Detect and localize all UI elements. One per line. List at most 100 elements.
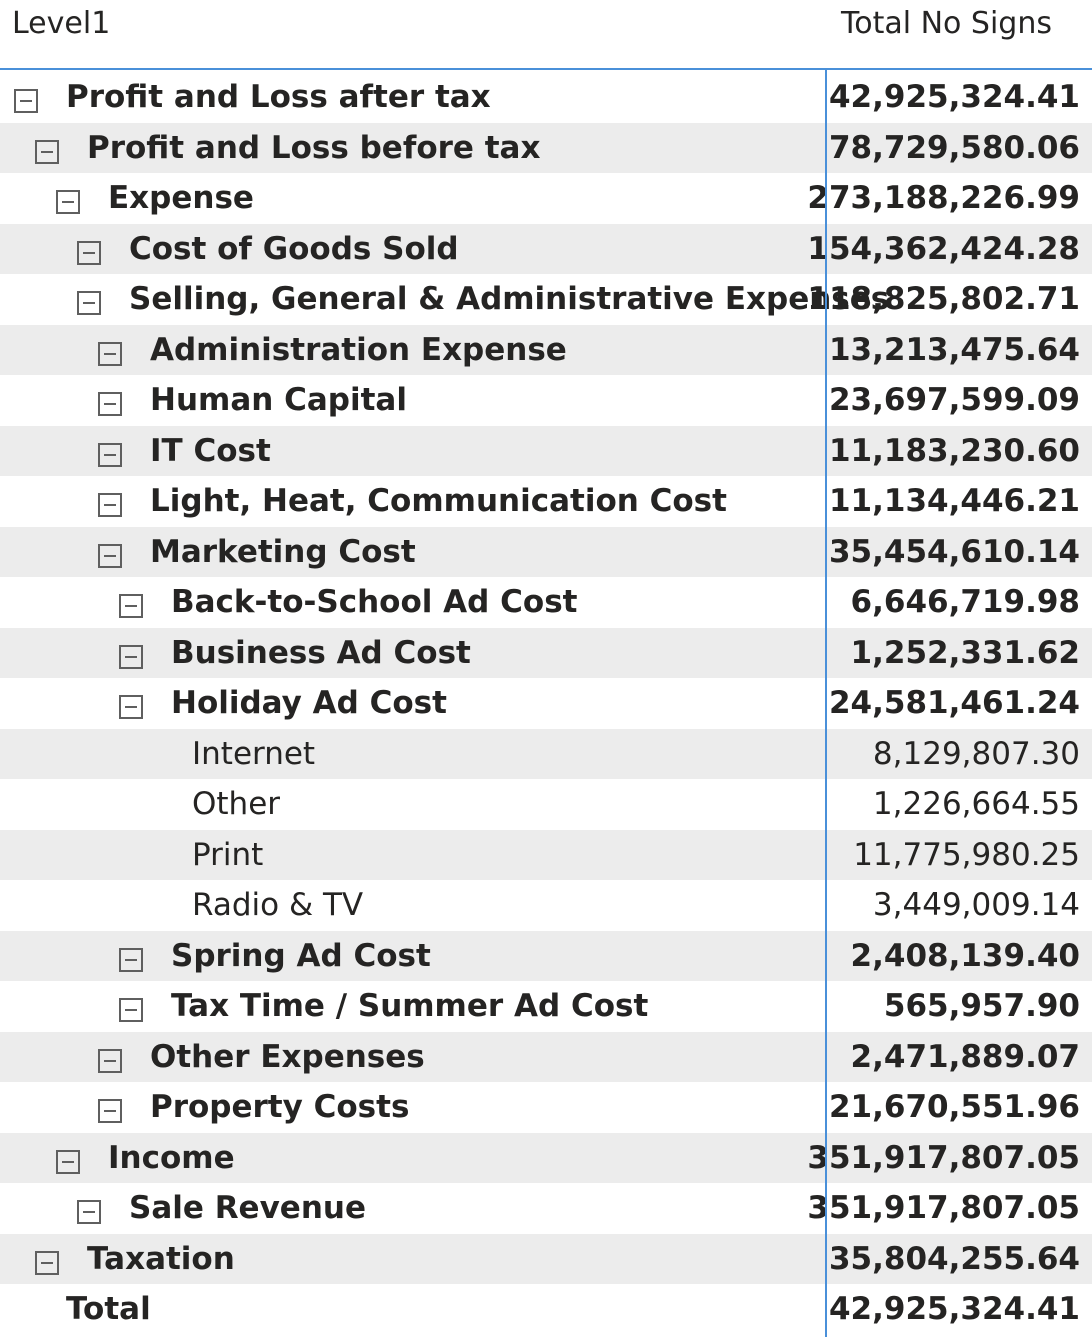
collapse-minus-icon[interactable] <box>35 1250 59 1275</box>
collapse-minus-icon[interactable] <box>98 341 122 366</box>
collapse-minus-icon[interactable] <box>119 644 143 669</box>
row-value: 11,134,446.21 <box>828 483 1080 519</box>
row-value: 1,226,664.55 <box>872 786 1080 822</box>
collapse-minus-icon[interactable] <box>119 695 143 719</box>
row-value: 78,729,580.06 <box>828 129 1080 166</box>
row-label: Property Costs <box>150 1089 410 1125</box>
row-value: 118,825,802.71 <box>807 281 1080 317</box>
table-row[interactable]: Internet 8,129,807.30 <box>0 728 1092 779</box>
collapse-minus-icon[interactable] <box>98 493 122 517</box>
row-value: 13,213,475.64 <box>828 331 1080 368</box>
table-row[interactable]: Administration Expense 13,213,475.64 <box>0 324 1092 375</box>
row-value: 3,449,009.14 <box>872 887 1080 923</box>
total-row[interactable]: Total 42,925,324.41 <box>0 1284 1092 1330</box>
row-label: Human Capital <box>150 382 407 418</box>
table-row[interactable]: Radio & TV 3,449,009.14 <box>0 880 1092 931</box>
row-value: 11,183,230.60 <box>828 432 1080 469</box>
collapse-minus-icon[interactable] <box>77 1200 101 1224</box>
row-label: Profit and Loss before tax <box>87 129 541 166</box>
row-value: 24,581,461.24 <box>828 685 1080 721</box>
row-label: Total <box>66 1291 151 1327</box>
row-label: Cost of Goods Sold <box>129 230 459 267</box>
table-row[interactable]: Business Ad Cost 1,252,331.62 <box>0 627 1092 678</box>
row-label: Administration Expense <box>150 331 567 368</box>
row-label: Tax Time / Summer Ad Cost <box>171 988 649 1024</box>
row-value: 21,670,551.96 <box>828 1089 1080 1125</box>
table-row[interactable]: Marketing Cost 35,454,610.14 <box>0 526 1092 577</box>
row-label: Income <box>108 1139 235 1176</box>
row-value: 35,454,610.14 <box>828 533 1080 570</box>
row-label: Radio & TV <box>192 887 364 923</box>
row-label: IT Cost <box>150 432 271 469</box>
collapse-minus-icon[interactable] <box>77 240 101 265</box>
table-row[interactable]: Profit and Loss after tax 42,925,324.41 <box>0 72 1092 123</box>
table-row[interactable]: Human Capital 23,697,599.09 <box>0 375 1092 426</box>
table-row[interactable]: Property Costs 21,670,551.96 <box>0 1082 1092 1133</box>
row-value: 6,646,719.98 <box>850 584 1080 620</box>
collapse-minus-icon[interactable] <box>35 139 59 164</box>
collapse-minus-icon[interactable] <box>119 947 143 972</box>
row-label: Marketing Cost <box>150 533 416 570</box>
table-row[interactable]: Light, Heat, Communication Cost 11,134,44… <box>0 476 1092 527</box>
table-header: Level1 Total No Signs <box>0 0 1092 70</box>
row-value: 154,362,424.28 <box>807 230 1080 267</box>
column-header-level1[interactable]: Level1 <box>12 6 111 41</box>
row-value: 2,408,139.40 <box>850 937 1080 974</box>
collapse-minus-icon[interactable] <box>56 190 80 214</box>
table-row[interactable]: Taxation 35,804,255.64 <box>0 1233 1092 1284</box>
row-value: 273,188,226.99 <box>807 180 1080 216</box>
row-value: 2,471,889.07 <box>850 1038 1080 1075</box>
collapse-minus-icon[interactable] <box>14 89 38 113</box>
column-header-total[interactable]: Total No Signs <box>841 6 1052 41</box>
row-label: Internet <box>192 735 316 772</box>
row-label: Back-to-School Ad Cost <box>171 584 578 620</box>
row-label: Light, Heat, Communication Cost <box>150 483 727 519</box>
matrix-body: Profit and Loss after tax 42,925,324.41 Pr… <box>0 72 1092 1330</box>
collapse-minus-icon[interactable] <box>77 291 101 315</box>
row-label: Holiday Ad Cost <box>171 685 447 721</box>
row-label: Other Expenses <box>150 1038 425 1075</box>
collapse-minus-icon[interactable] <box>98 543 122 568</box>
table-row[interactable]: Selling, General & Administrative Expens… <box>0 274 1092 325</box>
collapse-minus-icon[interactable] <box>98 1048 122 1073</box>
row-label: Business Ad Cost <box>171 634 471 671</box>
row-value: 42,925,324.41 <box>828 1291 1080 1327</box>
table-row[interactable]: Back-to-School Ad Cost 6,646,719.98 <box>0 577 1092 628</box>
row-value: 42,925,324.41 <box>828 79 1080 115</box>
row-label: Taxation <box>87 1240 235 1277</box>
row-value: 35,804,255.64 <box>828 1240 1080 1277</box>
table-row[interactable]: Sale Revenue 351,917,807.05 <box>0 1183 1092 1234</box>
table-row[interactable]: Other 1,226,664.55 <box>0 779 1092 830</box>
row-value: 8,129,807.30 <box>872 735 1080 772</box>
table-row[interactable]: Income 351,917,807.05 <box>0 1132 1092 1183</box>
collapse-minus-icon[interactable] <box>98 392 122 416</box>
table-row[interactable]: Holiday Ad Cost 24,581,461.24 <box>0 678 1092 729</box>
row-value: 565,957.90 <box>883 988 1080 1024</box>
row-label: Selling, General & Administrative Expens… <box>129 281 890 317</box>
row-value: 1,252,331.62 <box>850 634 1080 671</box>
table-row[interactable]: Cost of Goods Sold 154,362,424.28 <box>0 223 1092 274</box>
row-label: Expense <box>108 180 254 216</box>
row-value: 351,917,807.05 <box>807 1190 1080 1226</box>
row-label: Spring Ad Cost <box>171 937 431 974</box>
table-row[interactable]: Tax Time / Summer Ad Cost 565,957.90 <box>0 981 1092 1032</box>
row-value: 23,697,599.09 <box>828 382 1080 418</box>
table-row[interactable]: Spring Ad Cost 2,408,139.40 <box>0 930 1092 981</box>
collapse-minus-icon[interactable] <box>98 1099 122 1123</box>
table-row[interactable]: Other Expenses 2,471,889.07 <box>0 1031 1092 1082</box>
table-row[interactable]: Profit and Loss before tax 78,729,580.06 <box>0 122 1092 173</box>
row-label: Other <box>192 786 281 822</box>
collapse-minus-icon[interactable] <box>119 998 143 1022</box>
column-divider <box>825 70 827 1337</box>
row-value: 11,775,980.25 <box>853 836 1080 873</box>
row-value: 351,917,807.05 <box>807 1139 1080 1176</box>
row-label: Sale Revenue <box>129 1190 366 1226</box>
table-row[interactable]: Expense 273,188,226.99 <box>0 173 1092 224</box>
collapse-minus-icon[interactable] <box>119 594 143 618</box>
table-row[interactable]: Print 11,775,980.25 <box>0 829 1092 880</box>
table-row[interactable]: IT Cost 11,183,230.60 <box>0 425 1092 476</box>
collapse-minus-icon[interactable] <box>98 442 122 467</box>
row-label: Print <box>192 836 264 873</box>
collapse-minus-icon[interactable] <box>56 1149 80 1174</box>
row-label: Profit and Loss after tax <box>66 79 491 115</box>
